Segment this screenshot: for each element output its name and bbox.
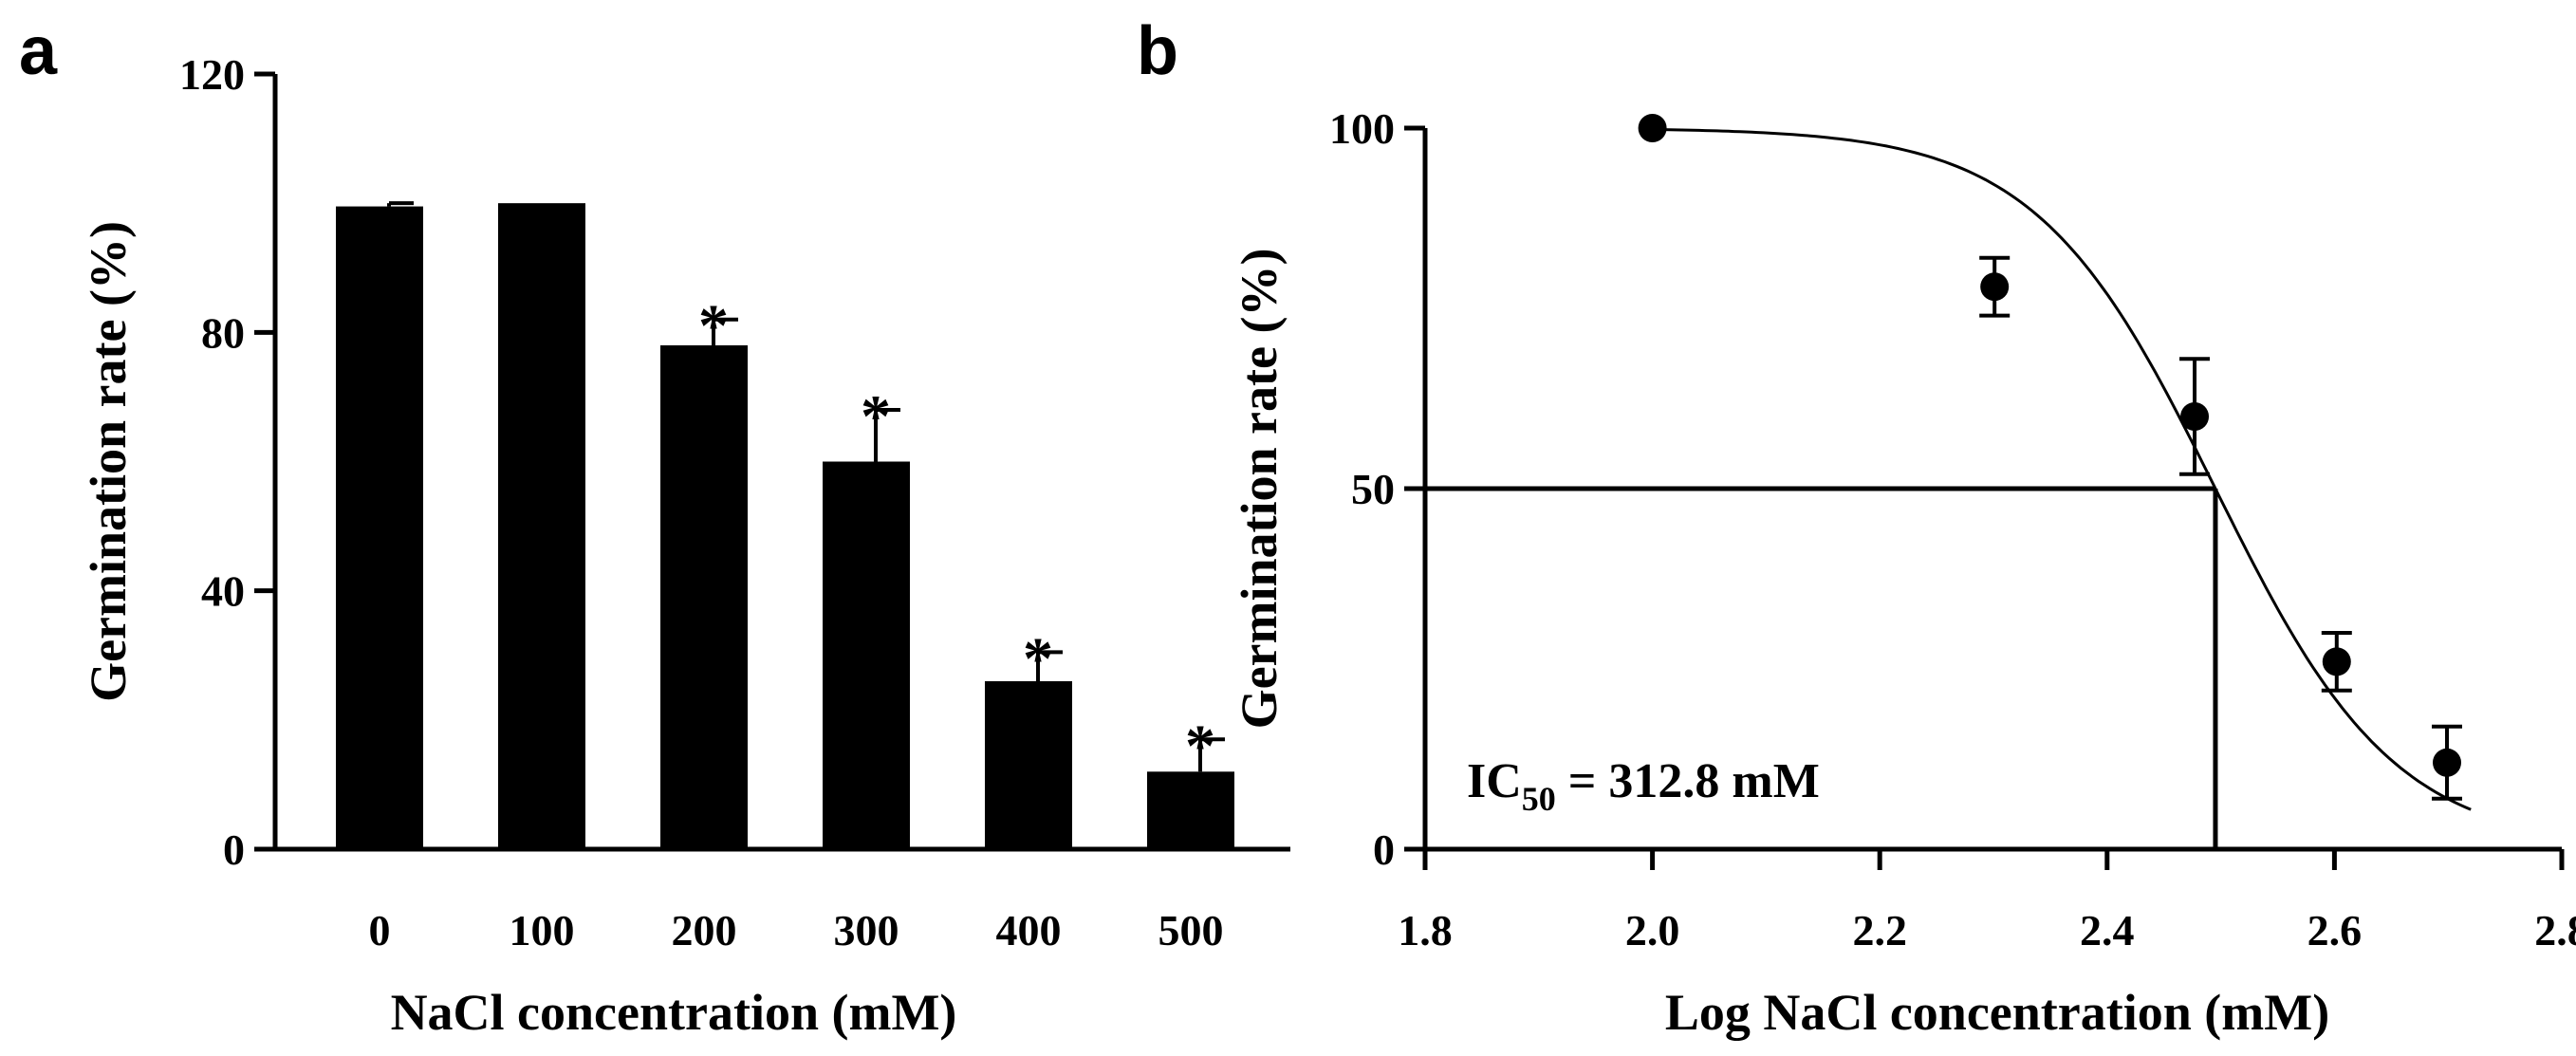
data-point-0 <box>1638 114 1667 142</box>
x-tick-label-500: 500 <box>1158 906 1224 954</box>
significance-star-300: * <box>861 382 891 450</box>
y-tick-label-100: 100 <box>1329 104 1395 153</box>
ic50-sub: 50 <box>1522 780 1556 818</box>
x-tick-label-300: 300 <box>834 906 899 954</box>
bar-500 <box>1147 771 1234 849</box>
bar-0 <box>336 206 423 850</box>
significance-star-400: * <box>1023 624 1053 692</box>
data-point-3 <box>2322 647 2351 676</box>
x-tick-label-1.8: 1.8 <box>1398 906 1453 954</box>
y-tick-label-80: 80 <box>201 308 245 357</box>
x-tick-label-100: 100 <box>510 906 575 954</box>
y-tick-label-40: 40 <box>201 567 245 616</box>
tick-labels: 0 50 100 1.8 2.0 2.2 2.4 2.6 2.8 <box>1329 104 2576 954</box>
y-axis-label: Germination rate (%) <box>80 221 137 702</box>
panel-letter-a: a <box>19 13 58 89</box>
axes <box>1404 125 2565 870</box>
tick-labels: 0 100 200 300 400 500 0 40 80 120 <box>179 50 1224 954</box>
x-axis-label: NaCl concentration (mM) <box>391 984 957 1041</box>
bar-100 <box>498 203 585 849</box>
ic50-main: IC <box>1467 754 1522 808</box>
ic50-annotation: IC50 = 312.8 mM <box>1467 754 1820 818</box>
significance-star-500: * <box>1185 712 1215 779</box>
x-tick-label-2.0: 2.0 <box>1625 906 1680 954</box>
data-point-2 <box>2180 402 2210 431</box>
x-axis-label: Log NaCl concentration (mM) <box>1665 984 2329 1041</box>
data-point-4 <box>2433 748 2462 777</box>
x-tick-label-0: 0 <box>369 906 391 954</box>
y-tick-label-50: 50 <box>1351 465 1395 513</box>
x-tick-label-2.2: 2.2 <box>1852 906 1907 954</box>
axes <box>254 71 1290 852</box>
ic50-reference-lines <box>1425 486 2218 849</box>
bar-400 <box>985 680 1072 849</box>
data-point-1 <box>1980 272 2010 302</box>
x-tick-label-2.8: 2.8 <box>2534 906 2576 954</box>
significance-star-200: * <box>698 292 729 360</box>
y-tick-label-0: 0 <box>1373 825 1395 874</box>
bar-300 <box>823 461 910 849</box>
y-tick-label-120: 120 <box>179 50 245 99</box>
x-tick-label-2.4: 2.4 <box>2080 906 2135 954</box>
bar-200 <box>660 344 748 849</box>
fit-curve <box>1652 127 2472 811</box>
bar-chart-panel-a: * * * * 0 100 200 300 400 500 0 40 80 120 NaCl conce… <box>80 50 1290 1041</box>
panel-letter-b: b <box>1137 13 1178 89</box>
bars: * * * * <box>336 201 1234 850</box>
ic50-value: = 312.8 mM <box>1556 754 1820 808</box>
sigmoid-fit-line <box>1652 127 2472 811</box>
x-tick-label-2.6: 2.6 <box>2307 906 2363 954</box>
x-tick-label-400: 400 <box>996 906 1062 954</box>
data-points <box>1638 114 2463 801</box>
y-axis-label: Germination rate (%) <box>1231 249 1288 730</box>
y-tick-label-0: 0 <box>223 825 245 874</box>
x-tick-label-200: 200 <box>672 906 737 954</box>
